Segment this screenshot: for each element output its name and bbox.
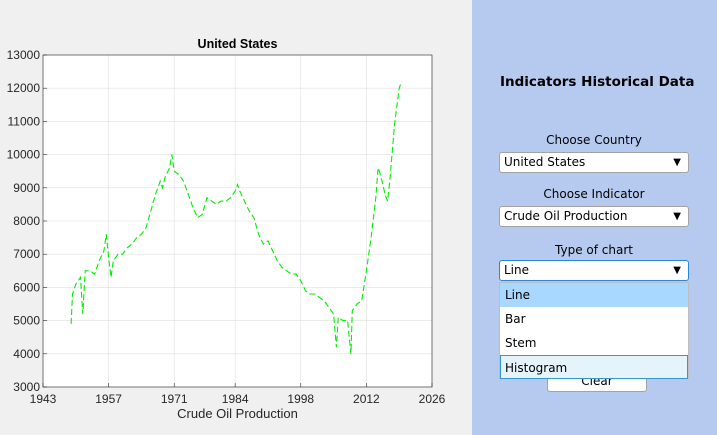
y-tick-label: 8000 — [13, 214, 40, 228]
y-tick-label: 9000 — [13, 181, 40, 195]
indicator-dropdown[interactable]: Crude Oil Production ▼ — [499, 206, 689, 227]
panel-title: Indicators Historical Data — [500, 74, 695, 90]
x-tick-label: 1984 — [222, 392, 249, 406]
chart-type-dropdown[interactable]: Line ▼ — [499, 260, 689, 281]
indicator-label: Choose Indicator — [543, 187, 645, 201]
x-tick-label: 2026 — [419, 392, 446, 406]
y-tick-label: 11000 — [8, 114, 41, 128]
chart-type-options-list: Line Bar Stem Histogram — [499, 282, 689, 379]
control-panel: Indicators Historical Data Choose Countr… — [472, 0, 717, 435]
option-bar[interactable]: Bar — [505, 312, 526, 326]
x-axis-label: Crude Oil Production — [177, 406, 298, 421]
country-dropdown[interactable]: United States ▼ — [499, 152, 689, 173]
option-line[interactable]: Line — [500, 283, 688, 307]
y-tick-label: 6000 — [13, 280, 40, 294]
x-tick-label: 1943 — [30, 392, 57, 406]
chevron-down-icon: ▼ — [673, 211, 681, 222]
option-histogram[interactable]: Histogram — [500, 355, 688, 379]
tick-group: 1943 1957 1971 1984 1998 2012 2026 3000 4000 5000… — [7, 48, 446, 406]
y-tick-label: 12000 — [7, 81, 41, 95]
plot-area: 1943 1957 1971 1984 1998 2012 2026 3000 4000 5000… — [6, 37, 446, 421]
chevron-down-icon: ▼ — [673, 265, 681, 276]
country-dropdown-value: United States — [504, 155, 586, 169]
option-stem[interactable]: Stem — [505, 336, 537, 350]
x-tick-label: 2012 — [353, 392, 380, 406]
x-tick-label: 1971 — [161, 392, 188, 406]
series-line-0 — [70, 81, 403, 354]
chart-title: United States — [198, 37, 278, 51]
x-tick-label: 1998 — [287, 392, 314, 406]
y-tick-label: 4000 — [13, 347, 40, 361]
chart-type-label: Type of chart — [555, 243, 633, 257]
chevron-down-icon: ▼ — [673, 157, 681, 168]
indicator-dropdown-value: Crude Oil Production — [504, 209, 628, 223]
y-tick-label: 7000 — [13, 247, 40, 261]
y-tick-label: 10000 — [7, 148, 41, 162]
series-group — [70, 81, 403, 354]
country-label: Choose Country — [546, 133, 642, 147]
y-tick-label: 13000 — [7, 48, 41, 62]
chart-type-dropdown-value: Line — [504, 263, 530, 277]
x-tick-label: 1957 — [95, 392, 122, 406]
y-tick-label: 5000 — [13, 314, 40, 328]
line-chart: 1943 1957 1971 1984 1998 2012 2026 3000 4000 5000… — [7, 37, 446, 421]
y-tick-label: 3000 — [13, 380, 40, 394]
